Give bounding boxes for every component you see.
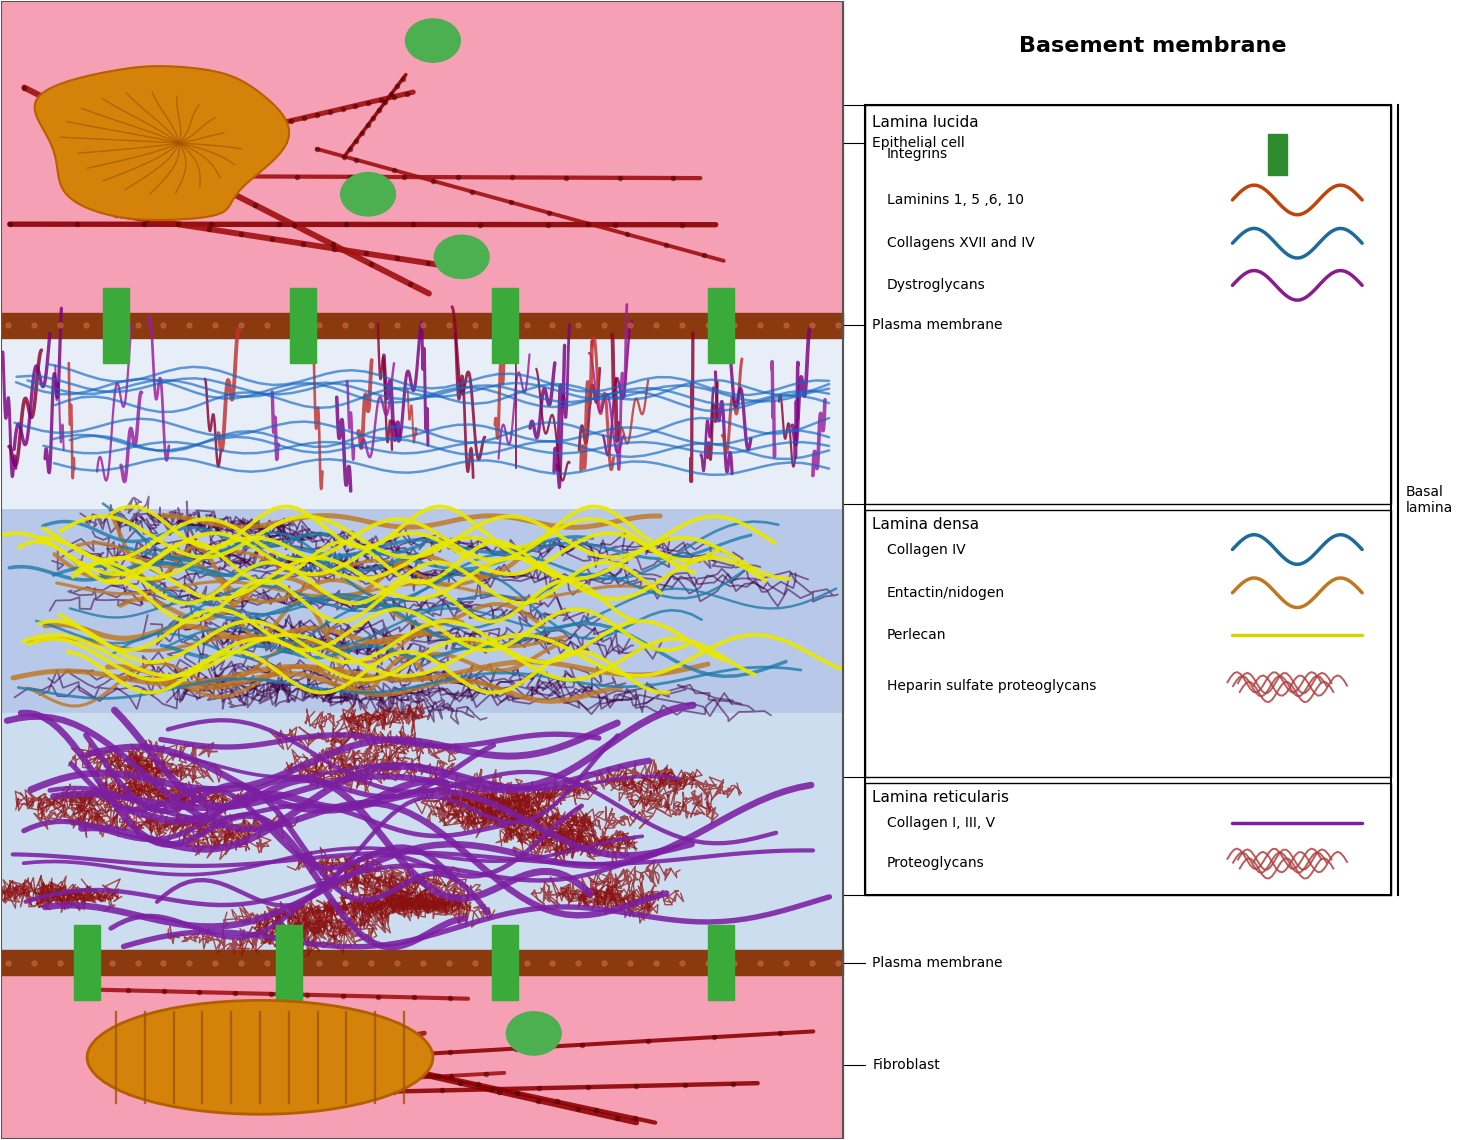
Text: Epithelial cell: Epithelial cell bbox=[872, 136, 966, 150]
Text: Heparin sulfate proteoglycans: Heparin sulfate proteoglycans bbox=[887, 679, 1096, 693]
Text: Proteoglycans: Proteoglycans bbox=[887, 856, 985, 870]
Bar bbox=[865, 783, 1391, 895]
Bar bbox=[102, 287, 129, 363]
Text: Plasma membrane: Plasma membrane bbox=[872, 955, 1002, 970]
Bar bbox=[865, 105, 1391, 504]
Text: Lamina reticularis: Lamina reticularis bbox=[872, 790, 1010, 805]
Circle shape bbox=[507, 1012, 561, 1054]
Bar bbox=[709, 926, 733, 1001]
Bar bbox=[75, 926, 101, 1001]
Bar bbox=[0, 312, 843, 337]
Bar bbox=[492, 287, 517, 363]
Circle shape bbox=[434, 235, 489, 278]
Bar bbox=[865, 510, 1391, 777]
Text: Perlecan: Perlecan bbox=[887, 628, 947, 642]
Bar bbox=[0, 1, 843, 319]
Bar bbox=[865, 105, 1391, 895]
Text: Dystroglycans: Dystroglycans bbox=[887, 278, 986, 292]
Bar bbox=[865, 1, 1448, 1139]
Text: Integrins: Integrins bbox=[887, 147, 948, 162]
Bar bbox=[276, 926, 302, 1001]
Bar bbox=[492, 926, 517, 1001]
Bar bbox=[709, 287, 733, 363]
Text: Collagen I, III, V: Collagen I, III, V bbox=[887, 816, 995, 830]
Text: Fibroblast: Fibroblast bbox=[872, 1058, 939, 1073]
Bar bbox=[291, 287, 316, 363]
Polygon shape bbox=[35, 66, 289, 220]
Text: Entactin/nidogen: Entactin/nidogen bbox=[887, 586, 1005, 600]
Bar bbox=[0, 1, 843, 1139]
Bar bbox=[1268, 133, 1287, 174]
Text: Laminins 1, 5 ,6, 10: Laminins 1, 5 ,6, 10 bbox=[887, 193, 1024, 207]
Text: Collagen IV: Collagen IV bbox=[887, 543, 966, 556]
Circle shape bbox=[340, 172, 396, 215]
Text: Basal
lamina: Basal lamina bbox=[1405, 484, 1452, 515]
Bar bbox=[0, 977, 843, 1139]
Text: Lamina densa: Lamina densa bbox=[872, 516, 979, 532]
Text: Lamina lucida: Lamina lucida bbox=[872, 115, 979, 130]
Bar bbox=[0, 339, 843, 507]
Circle shape bbox=[406, 19, 460, 63]
Text: Plasma membrane: Plasma membrane bbox=[872, 318, 1002, 332]
Text: Collagens XVII and IV: Collagens XVII and IV bbox=[887, 236, 1034, 250]
Bar bbox=[0, 714, 843, 958]
Bar bbox=[0, 951, 843, 976]
Bar bbox=[0, 508, 843, 712]
Ellipse shape bbox=[88, 1001, 432, 1114]
Text: Basement membrane: Basement membrane bbox=[1020, 36, 1287, 56]
